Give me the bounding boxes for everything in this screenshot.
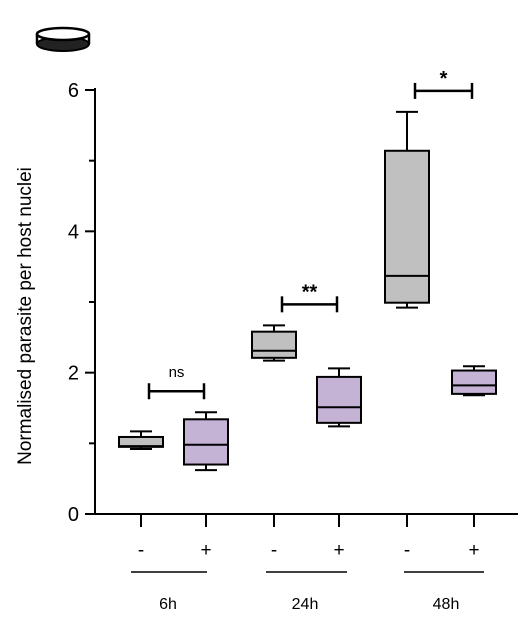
box-24h-plus [316, 367, 362, 428]
condition-label: + [468, 540, 479, 561]
significance-bracket: ns [147, 364, 206, 400]
y-tick-label: 2 [68, 363, 79, 385]
box-iqr [451, 369, 497, 395]
petri-dish-lid [35, 26, 91, 42]
x-axis: - +6h - +24h - +48h [95, 513, 518, 613]
significance-bracket: * [413, 68, 474, 99]
y-tick-label: 0 [68, 504, 79, 526]
condition-label: + [200, 540, 211, 561]
petri-dish-icon [35, 26, 91, 52]
box-group-24h: ** [251, 281, 362, 428]
y-tick-label: 4 [68, 221, 79, 243]
box-iqr [384, 149, 430, 304]
box-24h-minus [251, 324, 297, 362]
box-iqr [183, 418, 229, 466]
condition-label: - [138, 540, 144, 561]
box-iqr [316, 375, 362, 424]
plot-area: ns*** [118, 68, 497, 472]
box-iqr [251, 330, 297, 359]
box-group-6h: ns [118, 364, 229, 472]
condition-label: + [333, 540, 344, 561]
box-48h-plus [451, 365, 497, 397]
group-label: 6h [159, 596, 177, 613]
y-axis-label: Normalised parasite per host nuclei [15, 167, 36, 465]
significance-label: * [440, 68, 448, 90]
box-group-48h: * [384, 68, 497, 397]
significance-label: ** [302, 281, 318, 303]
group-label: 48h [433, 596, 460, 613]
condition-label: - [271, 540, 277, 561]
significance-label: ns [169, 364, 185, 381]
group-label: 24h [292, 596, 319, 613]
significance-bracket: ** [280, 281, 339, 313]
box-6h-minus [118, 430, 164, 450]
y-tick-label: 6 [68, 80, 79, 102]
y-axis: 0 2 4 6 [68, 80, 96, 526]
box-48h-minus [384, 110, 430, 309]
condition-label: - [404, 540, 410, 561]
box-6h-plus [183, 411, 229, 472]
